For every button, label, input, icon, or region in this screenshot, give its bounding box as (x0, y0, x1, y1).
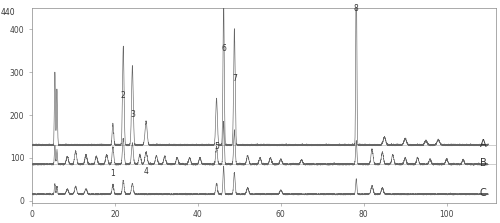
Text: 7: 7 (232, 74, 237, 83)
Text: 4: 4 (144, 167, 148, 176)
Text: C: C (480, 188, 486, 198)
Text: 5: 5 (214, 142, 219, 151)
Text: 1: 1 (110, 169, 116, 178)
Text: B: B (480, 158, 486, 168)
Text: 8: 8 (354, 4, 358, 13)
Text: 6: 6 (221, 44, 226, 53)
Text: A: A (480, 139, 486, 149)
Text: 440: 440 (1, 8, 15, 17)
Text: 2: 2 (121, 91, 126, 100)
Text: 3: 3 (130, 110, 135, 119)
